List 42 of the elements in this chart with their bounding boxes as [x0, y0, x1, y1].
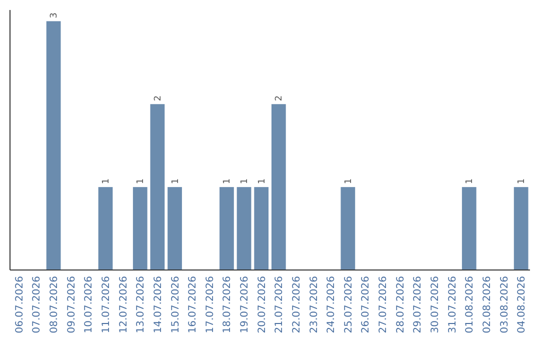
x-tick-label: 09.07.2026 [66, 276, 78, 334]
x-tick-label: 17.07.2026 [204, 276, 216, 334]
x-tick-label: 03.08.2026 [499, 276, 510, 334]
x-tick-label: 31.07.2026 [447, 276, 458, 334]
x-tick-label: 18.07.2026 [222, 276, 234, 334]
x-tick-label: 30.07.2026 [430, 276, 441, 334]
data-label: 3 [50, 12, 60, 18]
data-label: 1 [102, 178, 112, 184]
x-tick-label: 12.07.2026 [118, 276, 130, 334]
x-tick-label: 21.07.2026 [274, 276, 286, 334]
data-label: 1 [240, 178, 250, 184]
x-tick-label: 11.07.2026 [101, 276, 112, 334]
x-tick-label: 02.08.2026 [482, 276, 493, 334]
data-label: 2 [153, 95, 164, 102]
x-tick-label: 14.07.2026 [152, 276, 164, 334]
x-tick-label: 22.07.2026 [291, 276, 302, 334]
x-tick-label: 10.07.2026 [84, 276, 95, 334]
data-label: 1 [517, 178, 528, 184]
x-tick-label: 27.07.2026 [378, 276, 390, 334]
x-tick-label: 23.07.2026 [308, 276, 320, 334]
x-tick-label: 01.08.2026 [464, 276, 476, 334]
x-tick-label: 13.07.2026 [136, 276, 147, 334]
data-label: 1 [170, 178, 181, 184]
x-tick-label: 08.07.2026 [49, 276, 60, 334]
data-label: 2 [274, 95, 285, 102]
x-tick-label: 29.07.2026 [412, 276, 424, 334]
x-tick-label: 20.07.2026 [256, 276, 268, 334]
x-tick-label: 19.07.2026 [240, 276, 251, 334]
x-tick-label: 28.07.2026 [395, 276, 406, 334]
x-tick-label: 24.07.2026 [326, 276, 338, 334]
data-label: 1 [136, 178, 146, 184]
data-label: 1 [344, 178, 354, 184]
x-tick-label: 16.07.2026 [188, 276, 199, 334]
x-tick-label: 06.07.2026 [14, 276, 26, 334]
data-label: 1 [222, 178, 233, 184]
x-tick-label: 04.08.2026 [516, 276, 528, 334]
x-tick-label: 25.07.2026 [343, 276, 354, 334]
x-tick-label: 26.07.2026 [360, 276, 372, 334]
x-tick-label: 15.07.2026 [170, 276, 182, 334]
x-tick-label: 07.07.2026 [32, 276, 43, 334]
data-label: 1 [257, 178, 268, 184]
data-label: 1 [465, 178, 476, 184]
